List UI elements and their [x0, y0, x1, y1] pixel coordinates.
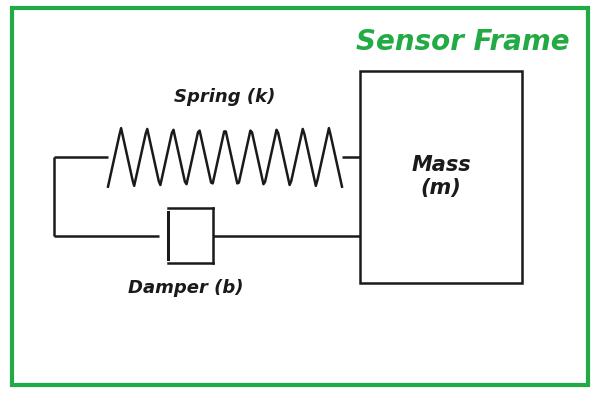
Text: Spring (k): Spring (k)	[175, 88, 275, 106]
Bar	[360, 71, 522, 283]
Text: Sensor Frame: Sensor Frame	[356, 28, 570, 55]
Text: Damper (b): Damper (b)	[128, 279, 244, 297]
Text: Mass
(m): Mass (m)	[411, 155, 471, 198]
